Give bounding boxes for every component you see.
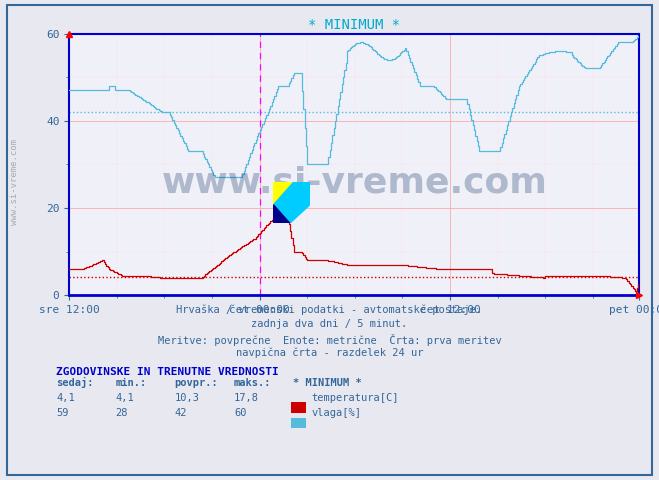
Text: zadnja dva dni / 5 minut.: zadnja dva dni / 5 minut.	[251, 319, 408, 329]
Text: temperatura[C]: temperatura[C]	[312, 393, 399, 403]
Text: 17,8: 17,8	[234, 393, 259, 403]
Text: povpr.:: povpr.:	[175, 378, 218, 388]
Text: 4,1: 4,1	[56, 393, 74, 403]
Text: ZGODOVINSKE IN TRENUTNE VREDNOSTI: ZGODOVINSKE IN TRENUTNE VREDNOSTI	[56, 367, 279, 377]
Polygon shape	[273, 205, 290, 223]
Text: * MINIMUM *: * MINIMUM *	[293, 378, 362, 388]
Text: 10,3: 10,3	[175, 393, 200, 403]
Text: Meritve: povprečne  Enote: metrične  Črta: prva meritev: Meritve: povprečne Enote: metrične Črta:…	[158, 334, 501, 346]
Polygon shape	[273, 182, 310, 223]
Text: 60: 60	[234, 408, 246, 418]
Text: min.:: min.:	[115, 378, 146, 388]
Text: vlaga[%]: vlaga[%]	[312, 408, 362, 418]
Text: www.si-vreme.com: www.si-vreme.com	[10, 139, 19, 226]
Text: maks.:: maks.:	[234, 378, 272, 388]
Text: 4,1: 4,1	[115, 393, 134, 403]
Text: 42: 42	[175, 408, 187, 418]
Title: * MINIMUM *: * MINIMUM *	[308, 18, 400, 33]
Text: 28: 28	[115, 408, 128, 418]
Text: www.si-vreme.com: www.si-vreme.com	[161, 166, 547, 200]
Text: 59: 59	[56, 408, 69, 418]
Text: Hrvaška / vremenski podatki - avtomatske postaje.: Hrvaška / vremenski podatki - avtomatske…	[177, 305, 482, 315]
Text: sedaj:: sedaj:	[56, 377, 94, 388]
Polygon shape	[273, 182, 293, 205]
Text: navpična črta - razdelek 24 ur: navpična črta - razdelek 24 ur	[236, 348, 423, 359]
